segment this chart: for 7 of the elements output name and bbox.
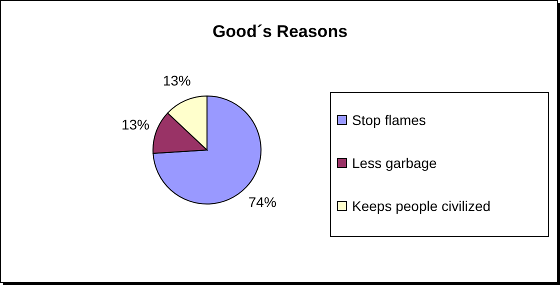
data-label: 74% (248, 194, 276, 210)
legend-label: Keeps people civilized (352, 198, 491, 214)
legend-label: Stop flames (352, 112, 426, 128)
data-label: 13% (162, 72, 191, 88)
data-label: 13% (121, 116, 150, 132)
chart-title: Good´s Reasons (212, 22, 348, 41)
legend-label: Less garbage (352, 155, 438, 171)
